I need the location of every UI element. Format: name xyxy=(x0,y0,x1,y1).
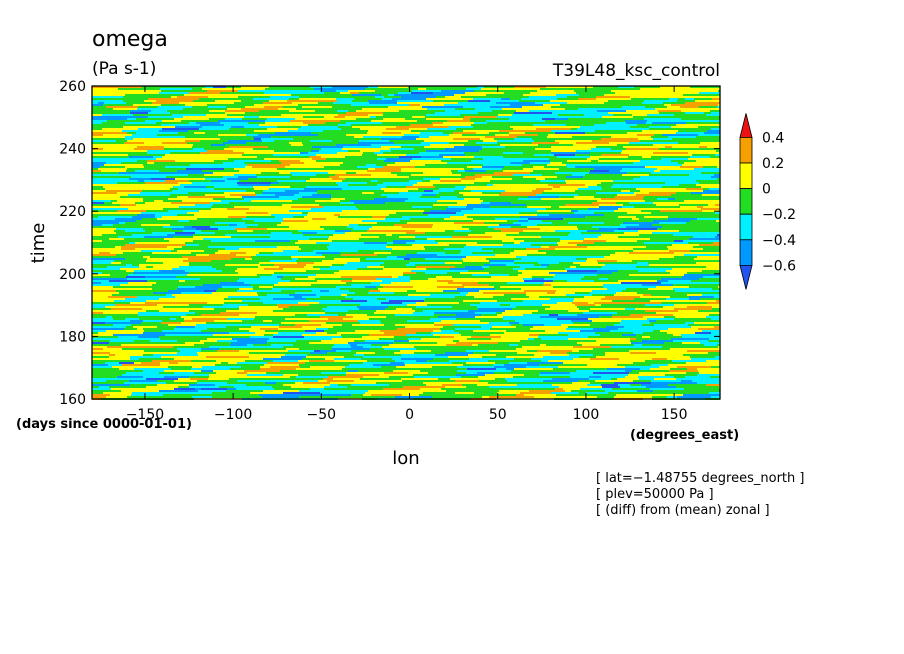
x-tick-label: 0 xyxy=(405,407,414,423)
colorbar-level-label: −0.4 xyxy=(762,233,796,249)
x-tick-label: −150 xyxy=(126,407,164,423)
colorbar-level-label: 0.4 xyxy=(762,130,784,146)
x-tick-label: 150 xyxy=(661,407,688,423)
x-axis-units: (degrees_east) xyxy=(630,428,739,443)
chart-title: omega xyxy=(92,27,168,52)
colorbar-lower-arrow xyxy=(739,264,753,290)
colorbar-segment xyxy=(739,136,753,164)
y-tick-label: 240 xyxy=(59,142,86,158)
colorbar: 0.4 0.2 0 −0.2 −0.4 −0.6 xyxy=(739,113,796,290)
x-tick-label: −50 xyxy=(307,407,337,423)
y-tick-label: 180 xyxy=(59,329,86,345)
chart-units: (Pa s-1) xyxy=(92,59,156,79)
x-tick-label: 50 xyxy=(489,407,507,423)
colorbar-level-label: 0.2 xyxy=(762,156,784,172)
run-label: T39L48_ksc_control xyxy=(552,61,720,81)
axis-ticks: −150 −100 −50 0 50 100 150 160 180 200 220 240 260 xyxy=(59,79,720,423)
colorbar-segment xyxy=(739,213,753,241)
y-tick-label: 260 xyxy=(59,79,86,95)
colorbar-segment xyxy=(739,188,753,215)
colorbar-level-label: −0.6 xyxy=(762,258,796,274)
colorbar-segment xyxy=(739,162,753,190)
x-axis-label: lon xyxy=(392,448,419,469)
note-diff-from-mean: [ (diff) from (mean) zonal ] xyxy=(596,503,770,518)
y-tick-label: 220 xyxy=(59,204,86,220)
y-tick-label: 200 xyxy=(59,267,86,283)
y-axis-units: (days since 0000-01-01) xyxy=(16,417,192,432)
colorbar-level-label: 0 xyxy=(762,182,771,198)
y-axis-label: time xyxy=(28,223,49,264)
plot-frame xyxy=(91,85,721,400)
colorbar-upper-arrow xyxy=(739,113,753,138)
heatmap-field xyxy=(92,86,720,400)
x-tick-label: 100 xyxy=(573,407,600,423)
colorbar-segment xyxy=(739,239,753,266)
colorbar-level-label: −0.2 xyxy=(762,207,796,223)
y-tick-label: 160 xyxy=(59,392,86,408)
note-latitude: [ lat=−1.48755 degrees_north ] xyxy=(596,471,804,486)
note-pressure-level: [ plev=50000 Pa ] xyxy=(596,487,714,502)
x-tick-label: −100 xyxy=(214,407,252,423)
